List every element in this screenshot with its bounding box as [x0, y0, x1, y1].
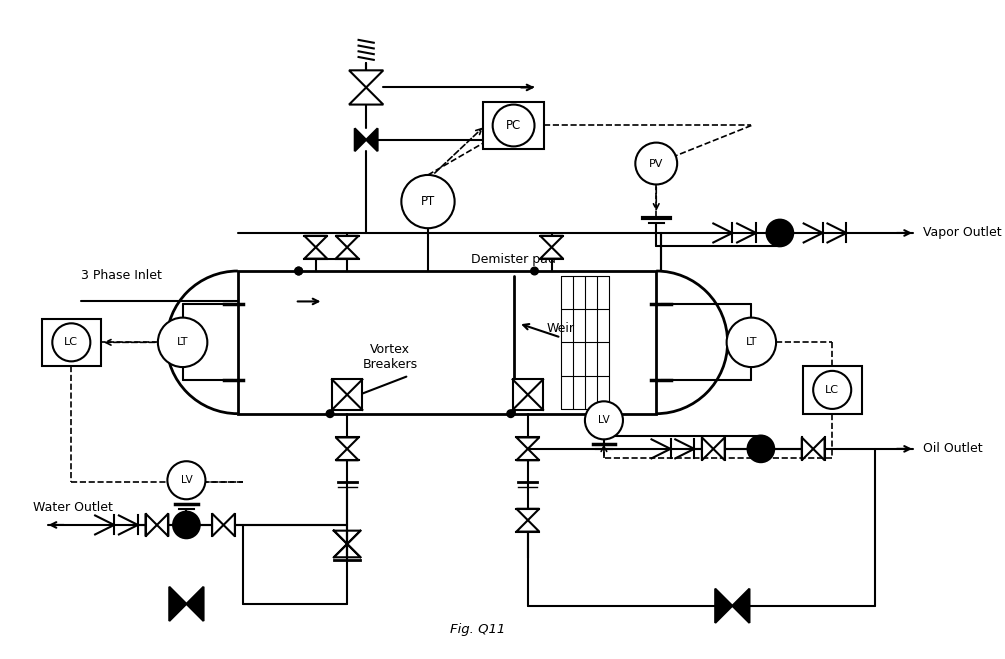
Circle shape [327, 410, 334, 417]
Polygon shape [305, 236, 328, 247]
Polygon shape [541, 236, 563, 247]
Polygon shape [541, 247, 563, 258]
Polygon shape [223, 513, 235, 536]
Circle shape [585, 401, 623, 440]
Text: PC: PC [506, 119, 522, 132]
Circle shape [813, 371, 851, 409]
Text: Oil Outlet: Oil Outlet [923, 442, 982, 455]
Polygon shape [157, 513, 169, 536]
Bar [803, 366, 861, 414]
Circle shape [531, 267, 539, 275]
Text: LV: LV [181, 475, 192, 485]
Circle shape [158, 318, 207, 367]
Polygon shape [336, 247, 359, 258]
Polygon shape [186, 587, 204, 621]
Polygon shape [366, 129, 378, 151]
Polygon shape [517, 438, 540, 449]
Circle shape [401, 175, 454, 228]
Text: PT: PT [421, 195, 435, 208]
Circle shape [294, 267, 303, 275]
Polygon shape [716, 588, 733, 623]
Text: Vapor Outlet: Vapor Outlet [923, 227, 1001, 239]
Circle shape [727, 318, 776, 367]
Text: LC: LC [825, 385, 839, 395]
Bar [238, 271, 656, 414]
Text: LC: LC [64, 337, 78, 347]
Bar [42, 318, 100, 366]
Circle shape [748, 436, 774, 462]
Text: LT: LT [177, 337, 188, 347]
Polygon shape [813, 438, 824, 460]
Polygon shape [517, 520, 540, 532]
Polygon shape [355, 129, 366, 151]
Polygon shape [212, 513, 223, 536]
Polygon shape [336, 438, 359, 449]
Text: Water Outlet: Water Outlet [33, 501, 114, 514]
Circle shape [168, 461, 205, 500]
Polygon shape [305, 247, 328, 258]
Circle shape [52, 324, 90, 361]
Text: Vortex
Breakers: Vortex Breakers [363, 343, 417, 370]
Polygon shape [517, 509, 540, 520]
Polygon shape [146, 513, 157, 536]
Text: PV: PV [649, 159, 663, 169]
Text: LT: LT [746, 337, 757, 347]
Polygon shape [349, 71, 383, 88]
Polygon shape [701, 438, 714, 460]
Polygon shape [517, 449, 540, 460]
Polygon shape [336, 236, 359, 247]
Bar [513, 380, 543, 410]
Polygon shape [336, 449, 359, 460]
Circle shape [294, 267, 303, 275]
Text: 3 Phase Inlet: 3 Phase Inlet [80, 270, 162, 283]
Polygon shape [349, 88, 383, 105]
Circle shape [767, 219, 793, 246]
Bar [482, 101, 545, 150]
Text: LV: LV [598, 415, 610, 425]
Polygon shape [733, 588, 750, 623]
Circle shape [635, 142, 677, 185]
Polygon shape [714, 438, 725, 460]
Text: Demister pad: Demister pad [471, 253, 556, 266]
Circle shape [507, 410, 515, 417]
Polygon shape [802, 438, 813, 460]
Bar [332, 380, 363, 410]
Circle shape [173, 511, 200, 538]
Polygon shape [169, 587, 186, 621]
Text: Fig. Q11: Fig. Q11 [450, 623, 506, 636]
Circle shape [492, 105, 535, 146]
Text: Weir: Weir [547, 322, 575, 335]
